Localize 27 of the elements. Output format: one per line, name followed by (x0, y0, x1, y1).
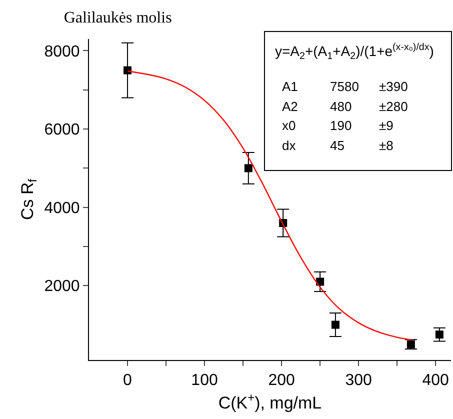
text: y=A$_{2}$+(A$_{1}$+A$_{2}$)/(1+e$^{(x-x₀)/dx}$) (275, 42, 434, 62)
x-tick-label: 400 (422, 372, 450, 390)
annotation: ±8 (379, 138, 394, 153)
point (244, 164, 252, 172)
annotation: dx (282, 138, 296, 153)
annotation: 480 (330, 99, 352, 114)
x-tick-label: 300 (345, 372, 372, 390)
annotation: A2 (282, 99, 298, 114)
x-tick-label: 200 (268, 372, 295, 390)
x-axis-title: C(K$^{+}$), mg/mL (218, 390, 322, 413)
annotation: 7580 (330, 79, 359, 94)
y-tick-label: 8000 (44, 43, 80, 60)
chart-title: Galilaukės molis (64, 10, 172, 27)
y-tick-label: 6000 (44, 122, 80, 139)
y-tick-label: 4000 (44, 200, 80, 217)
annotation: 190 (330, 118, 352, 133)
annotation: A1 (282, 79, 298, 94)
annotation: ±9 (379, 118, 394, 133)
x-tick-label: 100 (191, 372, 218, 390)
point (331, 320, 340, 329)
annotation: 45 (330, 138, 344, 153)
annotation: x0 (282, 118, 296, 133)
x-tick-label: 0 (123, 372, 132, 390)
y-tick-label: 2000 (44, 278, 80, 296)
annotation: ±280 (379, 99, 408, 114)
annotation: ±390 (379, 79, 408, 94)
point (124, 66, 132, 74)
